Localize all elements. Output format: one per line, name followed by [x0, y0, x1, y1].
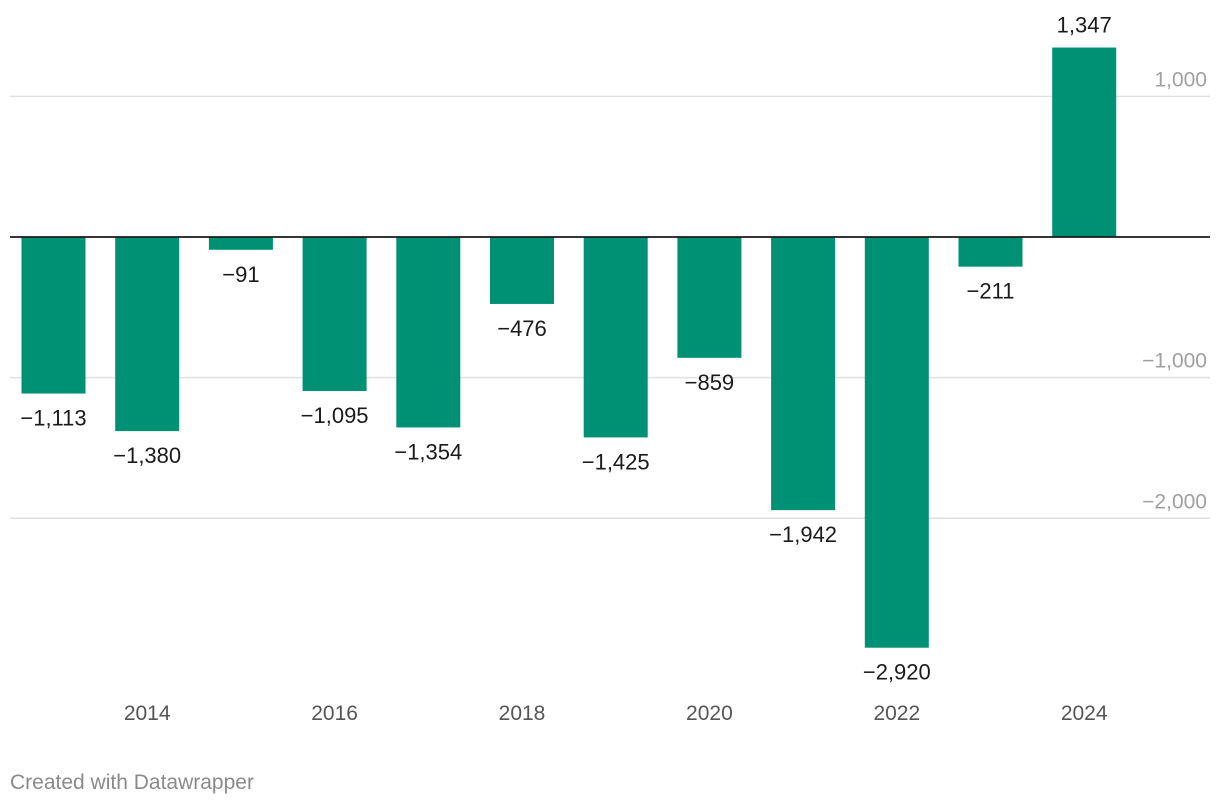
value-label-2016: −1,095	[301, 403, 369, 428]
y-tick-label-2: −2,000	[1142, 490, 1207, 513]
value-label-2022: −2,920	[863, 660, 931, 685]
bar-chart: 1,000−1,000−2,000 −1,113−1,380−91−1,095−…	[10, 13, 1210, 725]
x-tick-label-2016: 2016	[311, 702, 358, 725]
bar-2020	[677, 237, 742, 358]
value-label-2015: −91	[222, 262, 259, 287]
bar-2013	[21, 237, 86, 394]
bar-2023	[958, 237, 1023, 267]
bar-2015	[208, 237, 273, 250]
value-label-2017: −1,354	[394, 439, 462, 464]
x-tick-label-2018: 2018	[499, 702, 546, 725]
bar-2014	[115, 237, 180, 432]
bar-2021	[771, 237, 836, 511]
bar-2017	[396, 237, 461, 428]
datawrapper-credit[interactable]: Created with Datawrapper	[10, 771, 254, 794]
bar-2016	[302, 237, 367, 392]
value-label-2014: −1,380	[113, 443, 181, 468]
value-label-2023: −211	[967, 279, 1015, 304]
x-tick-label-2024: 2024	[1061, 702, 1108, 725]
value-label-2013: −1,113	[20, 406, 86, 431]
value-label-2019: −1,425	[582, 449, 650, 474]
value-label-2020: −859	[685, 370, 735, 395]
bars	[21, 47, 1117, 648]
value-label-2024: 1,347	[1057, 13, 1112, 38]
y-tick-label-0: 1,000	[1154, 68, 1207, 91]
x-tick-label-2022: 2022	[873, 702, 920, 725]
bar-2022	[864, 237, 929, 648]
x-tick-label-2020: 2020	[686, 702, 733, 725]
value-label-2018: −476	[497, 316, 547, 341]
bar-2018	[490, 237, 554, 304]
bar-2024	[1052, 47, 1117, 237]
y-tick-label-1: −1,000	[1142, 350, 1207, 373]
value-labels: −1,113 −1,380 −91 −1,095 −1,354 −476 −1,425 −85…	[20, 13, 1111, 685]
value-label-2021: −1,942	[769, 522, 837, 547]
x-tick-label-2014: 2014	[124, 702, 171, 725]
x-axis-ticks: 2014 2016 2018 2020 2022 2024	[124, 702, 1108, 725]
bar-2019	[583, 237, 648, 438]
